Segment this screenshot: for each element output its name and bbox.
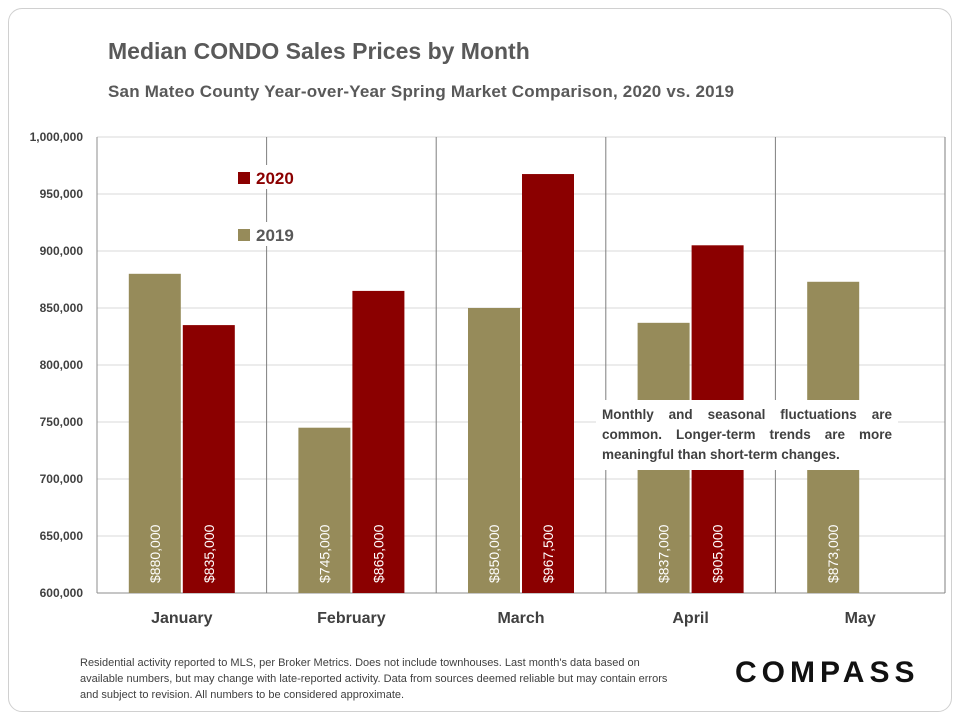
legend-swatch-2019 xyxy=(238,229,250,241)
bar-value-label: $850,000 xyxy=(486,524,502,583)
bar-value-label: $967,500 xyxy=(540,524,556,583)
x-tick-label: April xyxy=(672,610,708,627)
annotation-note: Monthly and seasonal fluctuations are co… xyxy=(596,400,898,470)
bar-2020-february xyxy=(352,290,405,593)
y-tick-label: 700,000 xyxy=(40,472,84,486)
bar-value-label: $837,000 xyxy=(656,524,672,583)
y-tick-label: 850,000 xyxy=(40,301,84,315)
bar-2019-january xyxy=(128,273,181,593)
compass-logo: COMPASS xyxy=(735,656,920,689)
bar-value-label: $745,000 xyxy=(316,524,332,583)
legend-label-2020: 2020 xyxy=(256,169,294,188)
legend-label-2019: 2019 xyxy=(256,226,294,245)
bar-2020-march xyxy=(522,174,574,594)
y-tick-label: 800,000 xyxy=(40,358,84,372)
bar-value-label: $865,000 xyxy=(370,524,386,583)
bar-value-label: $873,000 xyxy=(825,524,841,583)
bar-value-label: $905,000 xyxy=(710,524,726,583)
bar-2020-january xyxy=(182,325,235,593)
legend-swatch-2020 xyxy=(238,172,250,184)
y-tick-label: 650,000 xyxy=(40,529,84,543)
x-tick-label: May xyxy=(845,610,876,627)
x-tick-label: February xyxy=(317,610,386,627)
chart-title: Median CONDO Sales Prices by Month xyxy=(108,38,530,64)
y-tick-label: 950,000 xyxy=(40,187,84,201)
bar-2019-march xyxy=(468,308,520,593)
bar-value-label: $880,000 xyxy=(147,524,163,583)
y-tick-label: 1,000,000 xyxy=(30,130,84,144)
chart-subtitle: San Mateo County Year-over-Year Spring M… xyxy=(108,82,735,101)
y-tick-label: 750,000 xyxy=(40,415,84,429)
bar-value-label: $835,000 xyxy=(201,524,217,583)
y-tick-label: 900,000 xyxy=(40,244,84,258)
x-tick-label: March xyxy=(497,610,544,627)
footnote: Residential activity reported to MLS, pe… xyxy=(80,657,668,701)
bar-2019-february xyxy=(298,427,351,593)
y-tick-label: 600,000 xyxy=(40,586,84,600)
x-tick-label: January xyxy=(151,610,212,627)
